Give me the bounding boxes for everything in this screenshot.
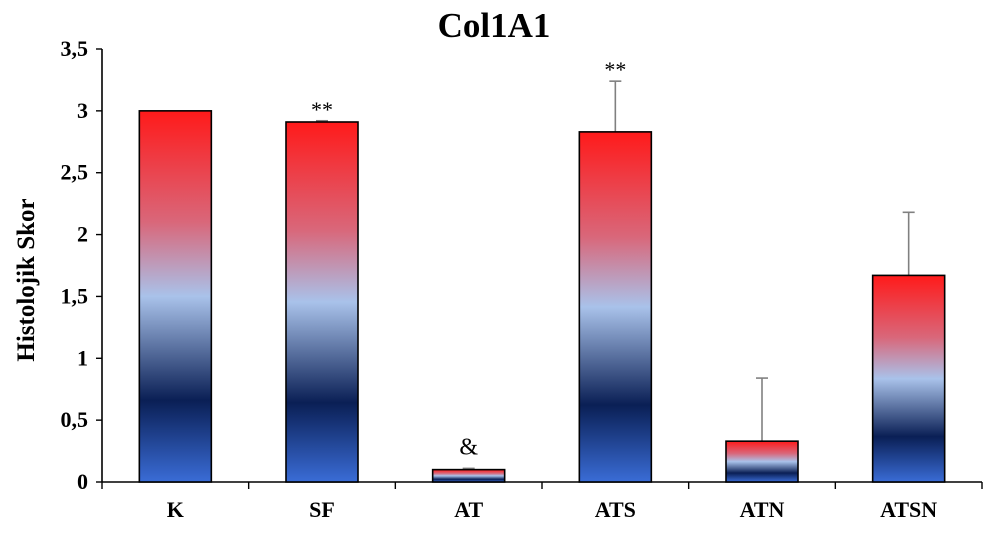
y-tick-label: 2,5 — [61, 160, 89, 185]
x-tick-label: K — [167, 497, 184, 522]
y-tick-label: 2 — [77, 222, 88, 247]
bar-ats — [578, 131, 653, 483]
bar-atn — [725, 440, 799, 483]
x-tick-label: SF — [309, 497, 335, 522]
y-tick-label: 0 — [77, 469, 88, 494]
x-tick-label: AT — [454, 497, 483, 522]
bar-sf — [285, 121, 359, 483]
x-tick-label: ATN — [740, 497, 785, 522]
significance-mark: & — [459, 434, 478, 460]
y-tick-label: 3 — [77, 98, 88, 123]
bar-at — [431, 468, 506, 483]
x-tick-label: ATS — [595, 497, 636, 522]
y-tick-label: 0,5 — [61, 407, 89, 432]
y-tick-label: 3,5 — [61, 36, 89, 61]
bar-atsn — [871, 274, 946, 483]
significance-mark: ** — [311, 97, 333, 122]
x-tick-label: ATSN — [880, 497, 937, 522]
y-tick-label: 1 — [77, 345, 88, 370]
chart-title: Col1A1 — [438, 6, 551, 45]
bar-k — [138, 110, 213, 483]
significance-mark: ** — [604, 57, 626, 82]
y-axis-label: Histolojik Skor — [13, 198, 40, 361]
y-tick-label: 1,5 — [61, 283, 89, 308]
